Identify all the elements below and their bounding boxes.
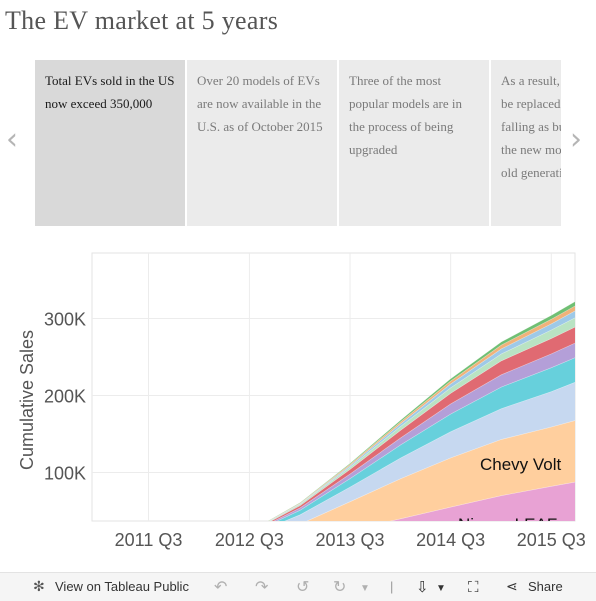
refresh-icon[interactable]: ↻ [333, 577, 347, 596]
next-story-icon[interactable]: › [570, 122, 582, 157]
x-tick-label: 2014 Q3 [416, 530, 485, 550]
story-point-2[interactable]: Over 20 models of EVs are now available … [187, 60, 337, 226]
ev-sales-chart: Chevy Volt Nissan LEAF 100K 200K 300K 2011 … [17, 252, 586, 550]
y-tick-label: 100K [44, 463, 86, 483]
prev-story-icon[interactable]: ‹ [6, 122, 18, 157]
view-on-tableau-link[interactable]: View on Tableau Public [55, 579, 189, 594]
page-title: The EV market at 5 years [5, 6, 279, 35]
share-button[interactable]: Share [528, 579, 563, 594]
share-icon[interactable]: ⋖ [506, 579, 518, 595]
download-dropdown-icon[interactable]: ▼ [436, 583, 446, 594]
x-tick-label: 2012 Q3 [215, 530, 284, 550]
story-point-4[interactable]: As a result, these soon-to-be replaced m… [491, 60, 561, 226]
area-series-4[interactable] [99, 357, 577, 550]
toolbar-divider: | [390, 579, 394, 594]
tableau-toolbar: ✻ View on Tableau Public ↶ ↷ ↺ ↻ ▼ | ⇩ ▼… [0, 572, 596, 601]
x-tick-label: 2015 Q3 [517, 530, 586, 550]
story-point-1[interactable]: Total EVs sold in the US now exceed 350,… [35, 60, 185, 226]
y-tick-label: 200K [44, 386, 86, 406]
series-label-nissan-leaf: Nissan LEAF [458, 515, 557, 534]
area-series-10[interactable] [99, 301, 577, 550]
undo-icon[interactable]: ↶ [214, 577, 228, 596]
download-icon[interactable]: ⇩ [416, 578, 429, 596]
area-series-1[interactable] [99, 481, 577, 550]
y-axis-label: Cumulative Sales [17, 330, 37, 470]
story-points: Total EVs sold in the US now exceed 350,… [35, 60, 561, 226]
series-labels: Chevy Volt Nissan LEAF [458, 455, 562, 534]
area-series-3[interactable] [99, 381, 577, 550]
series-label-chevy-volt: Chevy Volt [480, 455, 562, 474]
refresh-dropdown-icon[interactable]: ▼ [360, 583, 370, 594]
redo-icon[interactable]: ↷ [255, 577, 269, 596]
area-series-2[interactable] [99, 420, 577, 549]
story-point-3[interactable]: Three of the most popular models are in … [339, 60, 489, 226]
fullscreen-icon[interactable]: ⛶ [468, 578, 479, 596]
tableau-icon: ✻ [33, 579, 45, 595]
area-series-5[interactable] [99, 342, 577, 549]
x-tick-label: 2013 Q3 [316, 530, 385, 550]
area-series [99, 301, 577, 550]
x-tick-label: 2011 Q3 [115, 530, 183, 550]
y-tick-label: 300K [44, 309, 86, 329]
revert-icon[interactable]: ↺ [296, 577, 310, 596]
axes: 100K 200K 300K 2011 Q3 2012 Q3 2013 Q3 2014 Q3… [44, 309, 586, 550]
